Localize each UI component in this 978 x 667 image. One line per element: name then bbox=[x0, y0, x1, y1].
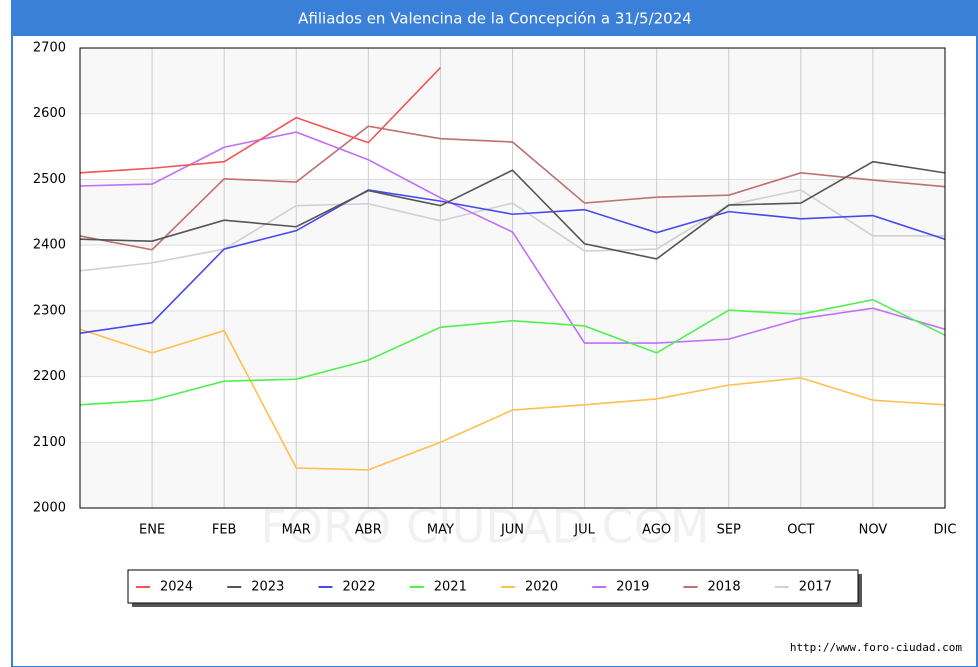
x-tick-label: SEP bbox=[717, 523, 741, 538]
legend-label: 2024 bbox=[160, 580, 193, 595]
series-line bbox=[79, 160, 946, 260]
x-tick-label: NOV bbox=[859, 523, 888, 538]
legend-box bbox=[127, 569, 859, 604]
x-tick-label: FEB bbox=[212, 523, 237, 538]
legend-label: 2019 bbox=[616, 580, 649, 595]
x-tick-label: ENE bbox=[139, 523, 165, 538]
chart-title: Afiliados en Valencina de la Concepción … bbox=[298, 10, 692, 28]
y-tick-label: 2100 bbox=[33, 435, 66, 450]
y-tick-label: 2200 bbox=[33, 369, 66, 384]
series-line bbox=[79, 189, 946, 334]
series-line bbox=[79, 125, 946, 251]
x-tick-label: MAR bbox=[282, 523, 311, 538]
x-tick-label: DIC bbox=[934, 523, 957, 538]
legend-label: 2023 bbox=[251, 580, 284, 595]
title-bar bbox=[12, 0, 978, 36]
legend-label: 2022 bbox=[343, 580, 376, 595]
y-tick-label: 2600 bbox=[33, 106, 66, 121]
series-line bbox=[79, 328, 946, 471]
x-tick-label: JUL bbox=[573, 523, 595, 538]
legend: 2024 2023 2022 2021 2020 2019 2018 2017 bbox=[127, 569, 862, 607]
legend-label: 2017 bbox=[799, 580, 832, 595]
x-tick-label: JUN bbox=[500, 523, 524, 538]
legend-label: 2021 bbox=[434, 580, 467, 595]
series-line bbox=[79, 67, 441, 174]
legend-label: 2018 bbox=[708, 580, 741, 595]
plot-border bbox=[79, 47, 946, 509]
x-tick-label: AGO bbox=[642, 523, 671, 538]
source: http://www.foro-ciudad.com bbox=[790, 641, 963, 654]
y-tick-label: 2700 bbox=[33, 41, 66, 56]
x-tick-label: OCT bbox=[787, 523, 814, 538]
y-tick-label: 2000 bbox=[33, 501, 66, 516]
y-tick-label: 2300 bbox=[33, 303, 66, 318]
series-line bbox=[79, 298, 946, 406]
legend-label: 2020 bbox=[525, 580, 558, 595]
series-line bbox=[79, 131, 946, 344]
y-tick-label: 2500 bbox=[33, 172, 66, 187]
y-tick-label: 2400 bbox=[33, 238, 66, 253]
x-tick-label: MAY bbox=[427, 523, 454, 538]
x-tick-label: ABR bbox=[355, 523, 382, 538]
